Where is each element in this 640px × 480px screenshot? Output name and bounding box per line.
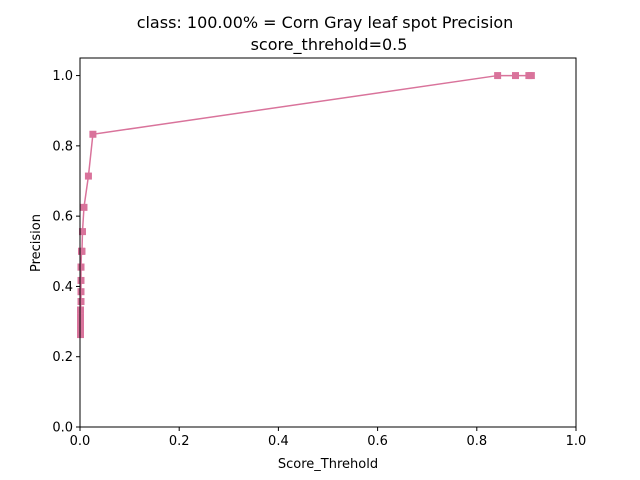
- axes-frame: [79, 57, 577, 428]
- y-tick-label: 0.0: [52, 421, 73, 436]
- y-tick-label: 1.0: [52, 69, 73, 84]
- y-tick-label: 0.4: [52, 280, 73, 295]
- y-axis-label: Precision: [29, 214, 44, 272]
- x-tick-label: 0.2: [169, 434, 190, 449]
- x-tick-label: 0.0: [70, 434, 91, 449]
- data-point: [494, 72, 502, 80]
- y-tick-label: 0.2: [52, 350, 73, 365]
- data-point: [77, 288, 85, 296]
- y-axis-ticks: 0.0 0.2 0.4 0.6 0.8 1.0: [52, 69, 80, 436]
- chart-title: class: 100.00% = Corn Gray leaf spot Pre…: [137, 13, 514, 32]
- x-tick-label: 0.4: [268, 434, 289, 449]
- data-point: [80, 203, 88, 211]
- y-tick-label: 0.8: [52, 139, 73, 154]
- chart-subtitle: score_threhold=0.5: [251, 35, 408, 55]
- y-tick-label: 0.6: [52, 210, 73, 225]
- x-axis-ticks: 0.0 0.2 0.4 0.6 0.8 1.0: [70, 427, 587, 449]
- data-point: [77, 276, 85, 284]
- x-axis-label: Score_Threhold: [278, 457, 378, 472]
- data-point: [511, 72, 519, 80]
- data-point: [84, 172, 92, 180]
- data-point: [78, 247, 86, 255]
- x-tick-label: 0.8: [466, 434, 487, 449]
- data-point: [77, 298, 85, 306]
- data-point: [527, 72, 535, 80]
- data-point: [89, 130, 97, 138]
- x-tick-label: 0.6: [367, 434, 388, 449]
- data-point: [78, 228, 86, 236]
- x-tick-label: 1.0: [566, 434, 587, 449]
- data-point: [77, 263, 85, 271]
